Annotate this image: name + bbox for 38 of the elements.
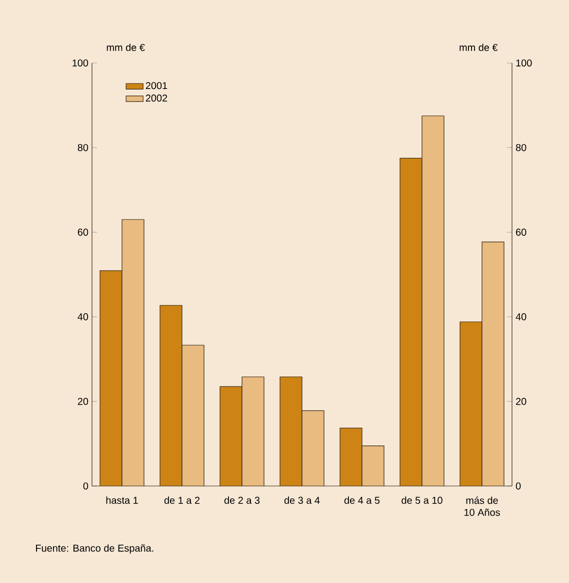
bar	[302, 410, 324, 486]
y-tick-label: 100	[72, 59, 88, 67]
y2-tick-label: 0	[516, 482, 521, 490]
legend-label: 2001	[146, 82, 168, 90]
x-tick-label: hasta 1	[106, 496, 138, 504]
y-tick-label: 0	[83, 482, 88, 490]
bar	[122, 220, 144, 486]
bar	[100, 270, 122, 486]
y2-tick-label: 40	[516, 313, 526, 320]
bar	[460, 322, 482, 486]
x-tick-label: de 4 a 5	[344, 496, 380, 504]
y2-axis-title: mm de €	[460, 44, 498, 52]
y-tick-label: 40	[78, 313, 88, 320]
y-axis-title: mm de €	[106, 44, 145, 52]
bar	[362, 446, 384, 486]
x-tick-label: de 3 a 4	[284, 496, 320, 504]
y-tick-label: 60	[78, 228, 88, 236]
bar	[242, 376, 264, 486]
bar	[182, 345, 204, 486]
bar	[422, 116, 444, 486]
x-tick-label: más de 10 Años	[464, 496, 500, 516]
y2-tick-label: 80	[516, 144, 526, 152]
y-tick-label: 80	[78, 144, 88, 152]
bar	[280, 376, 302, 486]
y2-tick-label: 100	[516, 59, 532, 67]
y2-tick-label: 20	[516, 398, 526, 405]
x-tick-label: de 1 a 2	[164, 496, 200, 504]
y-tick-label: 20	[78, 398, 88, 405]
source-note: Fuente: Banco de España.	[36, 544, 154, 554]
x-tick-label: de 2 a 3	[224, 496, 260, 504]
bar	[220, 386, 242, 486]
x-tick-label: de 5 a 10	[402, 496, 442, 504]
legend-label: 2002	[146, 94, 168, 102]
bar	[160, 305, 182, 486]
bar	[482, 242, 504, 486]
y2-tick-label: 60	[516, 228, 526, 236]
bar	[340, 428, 362, 486]
bar	[400, 158, 422, 486]
